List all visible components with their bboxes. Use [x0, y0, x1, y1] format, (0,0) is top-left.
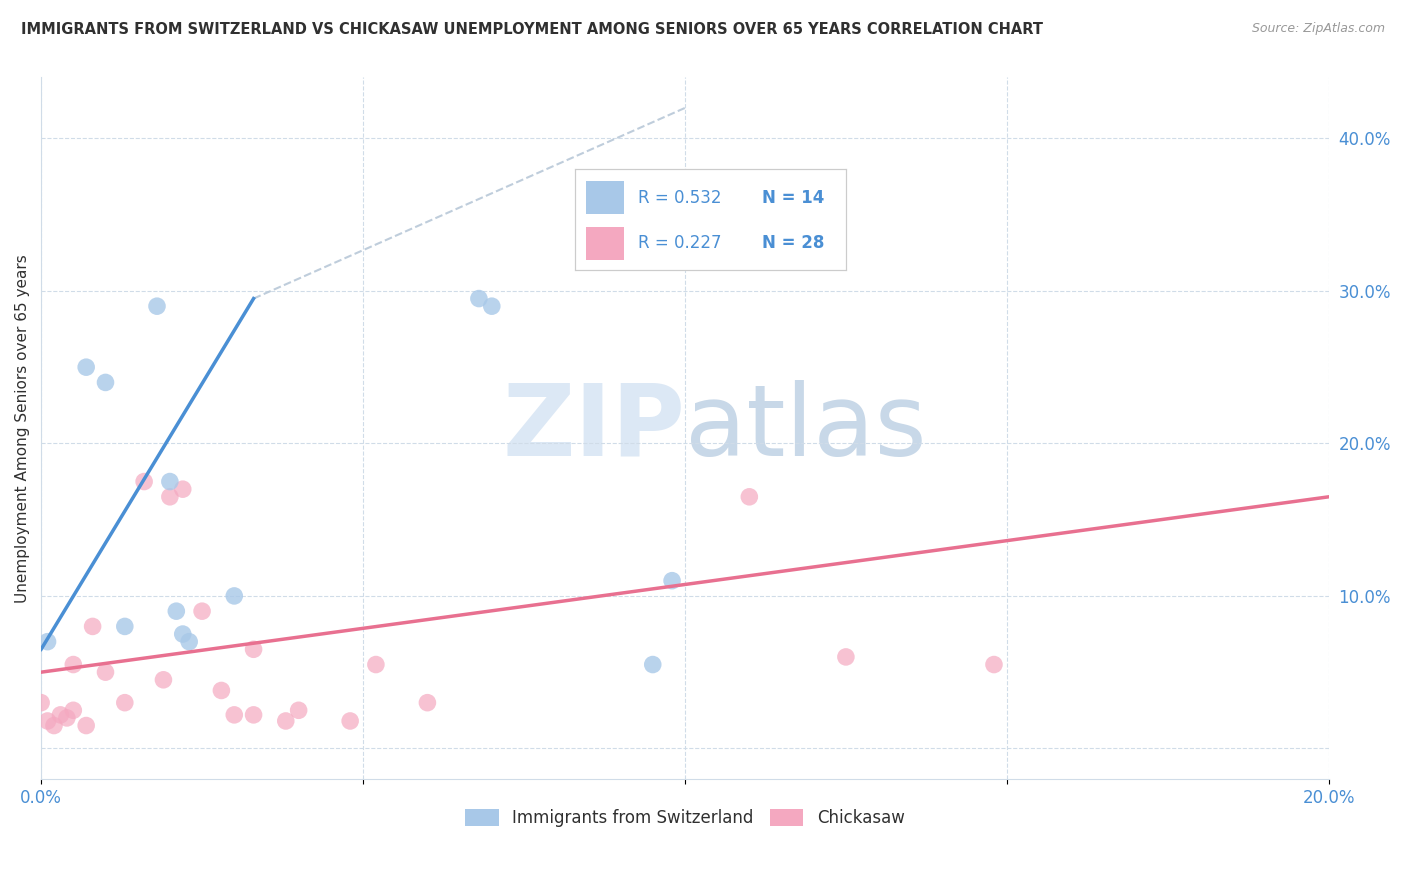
Text: atlas: atlas — [685, 380, 927, 476]
Point — [224, 589, 246, 603]
Point — [179, 634, 201, 648]
Point — [49, 707, 72, 722]
Point — [94, 665, 117, 680]
Text: ZIP: ZIP — [502, 380, 685, 476]
Point — [983, 657, 1005, 672]
Point — [242, 707, 264, 722]
Point — [114, 619, 136, 633]
Point — [191, 604, 214, 618]
Point — [146, 299, 169, 313]
Point — [165, 604, 187, 618]
Point — [481, 299, 503, 313]
Point — [364, 657, 387, 672]
Point — [94, 376, 117, 390]
Point — [159, 490, 181, 504]
Point — [30, 696, 52, 710]
Point — [172, 482, 194, 496]
Point — [209, 683, 232, 698]
Point — [114, 696, 136, 710]
Point — [224, 707, 246, 722]
Point — [274, 714, 297, 728]
Point — [738, 490, 761, 504]
Point — [37, 714, 59, 728]
Point — [287, 703, 309, 717]
Point — [62, 657, 84, 672]
Point — [75, 360, 97, 375]
Point — [835, 649, 858, 664]
Point — [641, 657, 664, 672]
Point — [152, 673, 174, 687]
Y-axis label: Unemployment Among Seniors over 65 years: Unemployment Among Seniors over 65 years — [15, 254, 30, 603]
Point — [468, 292, 491, 306]
Point — [56, 711, 79, 725]
Point — [661, 574, 683, 588]
Point — [242, 642, 264, 657]
Point — [82, 619, 104, 633]
Point — [416, 696, 439, 710]
Point — [37, 634, 59, 648]
Legend: Immigrants from Switzerland, Chickasaw: Immigrants from Switzerland, Chickasaw — [458, 802, 911, 834]
Point — [75, 718, 97, 732]
Point — [134, 475, 156, 489]
Point — [339, 714, 361, 728]
Text: Source: ZipAtlas.com: Source: ZipAtlas.com — [1251, 22, 1385, 36]
Point — [172, 627, 194, 641]
Text: IMMIGRANTS FROM SWITZERLAND VS CHICKASAW UNEMPLOYMENT AMONG SENIORS OVER 65 YEAR: IMMIGRANTS FROM SWITZERLAND VS CHICKASAW… — [21, 22, 1043, 37]
Point — [159, 475, 181, 489]
Point — [62, 703, 84, 717]
Point — [42, 718, 65, 732]
